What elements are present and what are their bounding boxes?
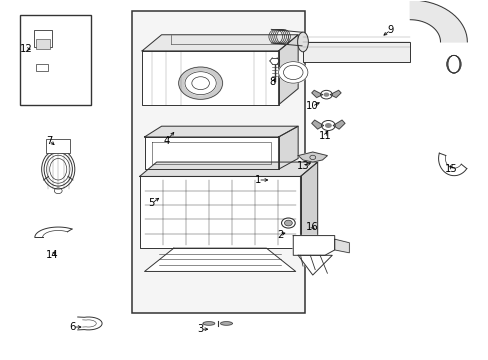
Text: 12: 12 (20, 44, 32, 54)
Text: 7: 7 (46, 136, 53, 145)
Polygon shape (414, 1, 424, 21)
Polygon shape (142, 51, 278, 105)
Bar (36, 64, 48, 71)
Polygon shape (311, 90, 322, 98)
Polygon shape (426, 7, 445, 24)
Polygon shape (278, 126, 298, 169)
Polygon shape (409, 0, 414, 20)
Polygon shape (298, 152, 327, 162)
Circle shape (283, 65, 303, 80)
Circle shape (281, 218, 295, 228)
Polygon shape (436, 22, 462, 33)
Polygon shape (293, 235, 334, 255)
Polygon shape (278, 35, 298, 105)
Bar (132, 12, 305, 313)
Polygon shape (435, 19, 460, 31)
Polygon shape (311, 120, 323, 129)
Polygon shape (419, 2, 432, 22)
Text: 5: 5 (148, 198, 155, 208)
Polygon shape (203, 322, 214, 325)
Ellipse shape (297, 32, 308, 52)
Polygon shape (437, 25, 463, 35)
Text: 11: 11 (318, 131, 331, 141)
Polygon shape (438, 28, 465, 36)
Circle shape (284, 220, 292, 226)
Circle shape (184, 72, 216, 95)
Polygon shape (330, 90, 340, 98)
Text: 4: 4 (163, 136, 169, 145)
Text: 1: 1 (254, 175, 261, 185)
Polygon shape (298, 255, 331, 275)
Polygon shape (424, 5, 441, 23)
Polygon shape (439, 35, 466, 40)
Polygon shape (422, 4, 437, 22)
Polygon shape (140, 176, 300, 248)
Bar (36, 39, 50, 49)
Polygon shape (144, 126, 298, 137)
Ellipse shape (41, 149, 75, 189)
Circle shape (178, 67, 222, 99)
Bar (303, 42, 409, 62)
Polygon shape (428, 9, 448, 26)
Circle shape (191, 77, 209, 90)
Polygon shape (144, 137, 278, 169)
Polygon shape (430, 11, 451, 27)
Polygon shape (144, 248, 295, 271)
Circle shape (278, 62, 307, 83)
Text: 15: 15 (445, 163, 457, 174)
Polygon shape (78, 317, 102, 330)
Text: 14: 14 (45, 250, 58, 260)
Polygon shape (432, 14, 454, 28)
Circle shape (323, 93, 329, 97)
Text: 13: 13 (296, 161, 309, 171)
Polygon shape (140, 162, 317, 176)
Text: 16: 16 (305, 222, 318, 231)
Polygon shape (300, 162, 317, 248)
Polygon shape (439, 32, 466, 38)
Bar (34, 30, 52, 47)
Polygon shape (412, 0, 419, 20)
Text: 8: 8 (269, 77, 275, 87)
Polygon shape (440, 39, 467, 42)
Text: 10: 10 (305, 102, 318, 112)
Polygon shape (142, 35, 298, 51)
Polygon shape (334, 239, 348, 253)
Bar (46, 139, 70, 153)
Polygon shape (332, 120, 344, 129)
Polygon shape (220, 322, 232, 325)
Polygon shape (433, 16, 457, 30)
Text: 3: 3 (197, 324, 203, 334)
Text: 6: 6 (69, 322, 76, 332)
Polygon shape (417, 1, 428, 21)
Circle shape (325, 123, 331, 128)
Text: 2: 2 (276, 230, 283, 239)
Bar (20, 15, 91, 105)
Text: 9: 9 (387, 25, 393, 35)
